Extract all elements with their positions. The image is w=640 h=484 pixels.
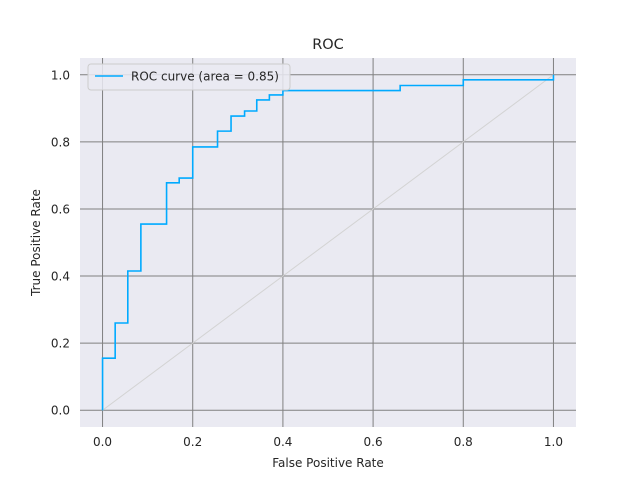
x-tick-label: 0.8 (454, 435, 473, 449)
y-tick-label: 0.6 (51, 202, 70, 216)
x-tick-label: 1.0 (544, 435, 563, 449)
legend: ROC curve (area = 0.85) (87, 63, 291, 91)
x-axis-label: False Positive Rate (272, 456, 384, 470)
y-tick-label: 1.0 (51, 68, 70, 82)
x-tick-label: 0.4 (273, 435, 292, 449)
series-layer (101, 74, 555, 411)
y-tick-label: 0.0 (51, 404, 70, 418)
legend-label-roc-curve: ROC curve (area = 0.85) (131, 70, 279, 84)
y-axis-label: True Positive Rate (29, 189, 43, 297)
x-tick-label: 0.2 (183, 435, 202, 449)
tick-labels: 0.0 0.2 0.4 0.6 0.8 1.0 0.0 0.2 0.4 0.6 0.8 1.0 (51, 68, 563, 449)
x-tick-label: 0.6 (364, 435, 383, 449)
x-tick-label: 0.0 (93, 435, 112, 449)
reference-line (102, 74, 554, 411)
y-tick-label: 0.8 (51, 135, 70, 149)
grid (80, 58, 576, 427)
chart-title: ROC (312, 37, 344, 53)
y-tick-label: 0.2 (51, 337, 70, 351)
legend-box (87, 63, 291, 91)
roc-curve-line (101, 74, 555, 411)
reference-diagonal (102, 74, 554, 411)
y-tick-label: 0.4 (51, 270, 70, 284)
